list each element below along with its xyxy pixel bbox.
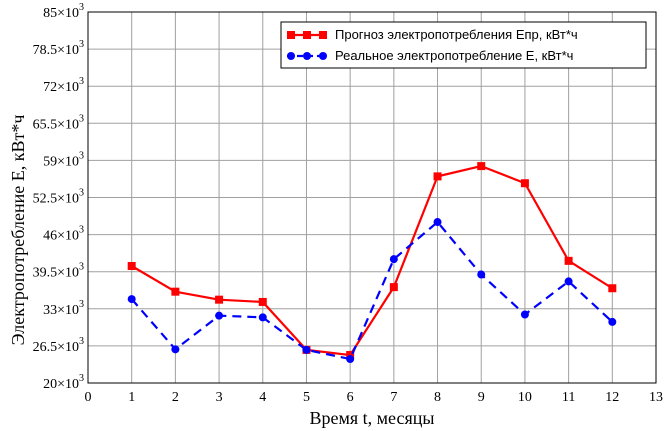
data-point xyxy=(215,295,224,304)
legend: Прогноз электропотребления Eпр, кВт*ч Реа… xyxy=(280,21,647,69)
data-point xyxy=(477,270,486,279)
x-tick-label: 5 xyxy=(303,390,310,405)
legend-item: Реальное электропотребление E, кВт*ч xyxy=(287,48,573,63)
series-line xyxy=(131,165,613,357)
y-tick-label: 78.5×103 xyxy=(33,39,84,58)
data-point xyxy=(608,284,617,293)
y-tick-label: 52.5×103 xyxy=(33,188,84,207)
data-point xyxy=(520,310,529,319)
x-tick-label: 11 xyxy=(562,390,575,405)
plot-frame xyxy=(87,11,657,384)
data-point xyxy=(258,297,267,306)
legend-label: Реальное электропотребление E, кВт*ч xyxy=(335,48,573,63)
x-tick-label: 7 xyxy=(390,390,397,405)
x-tick-label: 6 xyxy=(347,390,354,405)
x-tick-label: 12 xyxy=(605,390,619,405)
x-tick-label: 8 xyxy=(434,390,441,405)
data-point xyxy=(433,218,442,227)
series-2 xyxy=(127,218,617,364)
y-tick-label: 85×103 xyxy=(43,2,84,21)
data-point xyxy=(302,345,311,354)
legend-marker xyxy=(287,31,295,39)
data-point xyxy=(258,313,267,322)
data-point xyxy=(433,172,442,181)
x-tick-label: 9 xyxy=(478,390,485,405)
x-tick-label: 2 xyxy=(172,390,179,405)
x-axis-label: Время t, месяцы xyxy=(310,408,435,428)
data-point xyxy=(608,317,617,326)
data-point xyxy=(127,295,136,304)
y-tick-label: 33×103 xyxy=(43,299,84,318)
y-axis-label: Электропотребление E, кВт*ч xyxy=(8,115,28,346)
data-point xyxy=(127,261,136,270)
data-point xyxy=(389,255,398,264)
tick-labels: 0 1 2 3 4 5 6 7 8 9 10 11 12 1320×10326.5×10333×10339… xyxy=(33,2,663,405)
x-tick-label: 1 xyxy=(128,390,135,405)
legend-marker xyxy=(287,52,295,60)
data-series xyxy=(127,162,617,364)
y-tick-label: 39.5×103 xyxy=(33,262,84,281)
data-point xyxy=(215,311,224,320)
data-point xyxy=(389,283,398,292)
legend-label: Прогноз электропотребления Eпр, кВт*ч xyxy=(335,27,578,42)
x-tick-label: 3 xyxy=(216,390,223,405)
legend-marker xyxy=(319,52,327,60)
data-point xyxy=(346,355,355,364)
legend-marker xyxy=(303,52,311,60)
y-tick-label: 20×103 xyxy=(43,373,84,392)
data-point xyxy=(171,287,180,296)
data-point xyxy=(564,277,573,286)
y-tick-label: 26.5×103 xyxy=(33,336,84,355)
y-tick-label: 65.5×103 xyxy=(33,113,84,132)
legend-marker xyxy=(319,31,327,39)
series-line xyxy=(130,220,614,361)
data-point xyxy=(477,162,486,171)
legend-box xyxy=(280,21,647,69)
data-point xyxy=(171,345,180,354)
y-tick-label: 46×103 xyxy=(43,225,84,244)
x-tick-label: 0 xyxy=(85,390,92,405)
data-point xyxy=(564,256,573,265)
legend-item: Прогноз электропотребления Eпр, кВт*ч xyxy=(287,27,578,42)
y-tick-label: 59×103 xyxy=(43,150,84,169)
y-tick-label: 72×103 xyxy=(43,76,84,95)
legend-marker xyxy=(303,31,311,39)
data-point xyxy=(520,179,529,188)
x-tick-label: 13 xyxy=(649,390,663,405)
x-tick-label: 10 xyxy=(518,390,532,405)
x-tick-label: 4 xyxy=(259,390,266,405)
